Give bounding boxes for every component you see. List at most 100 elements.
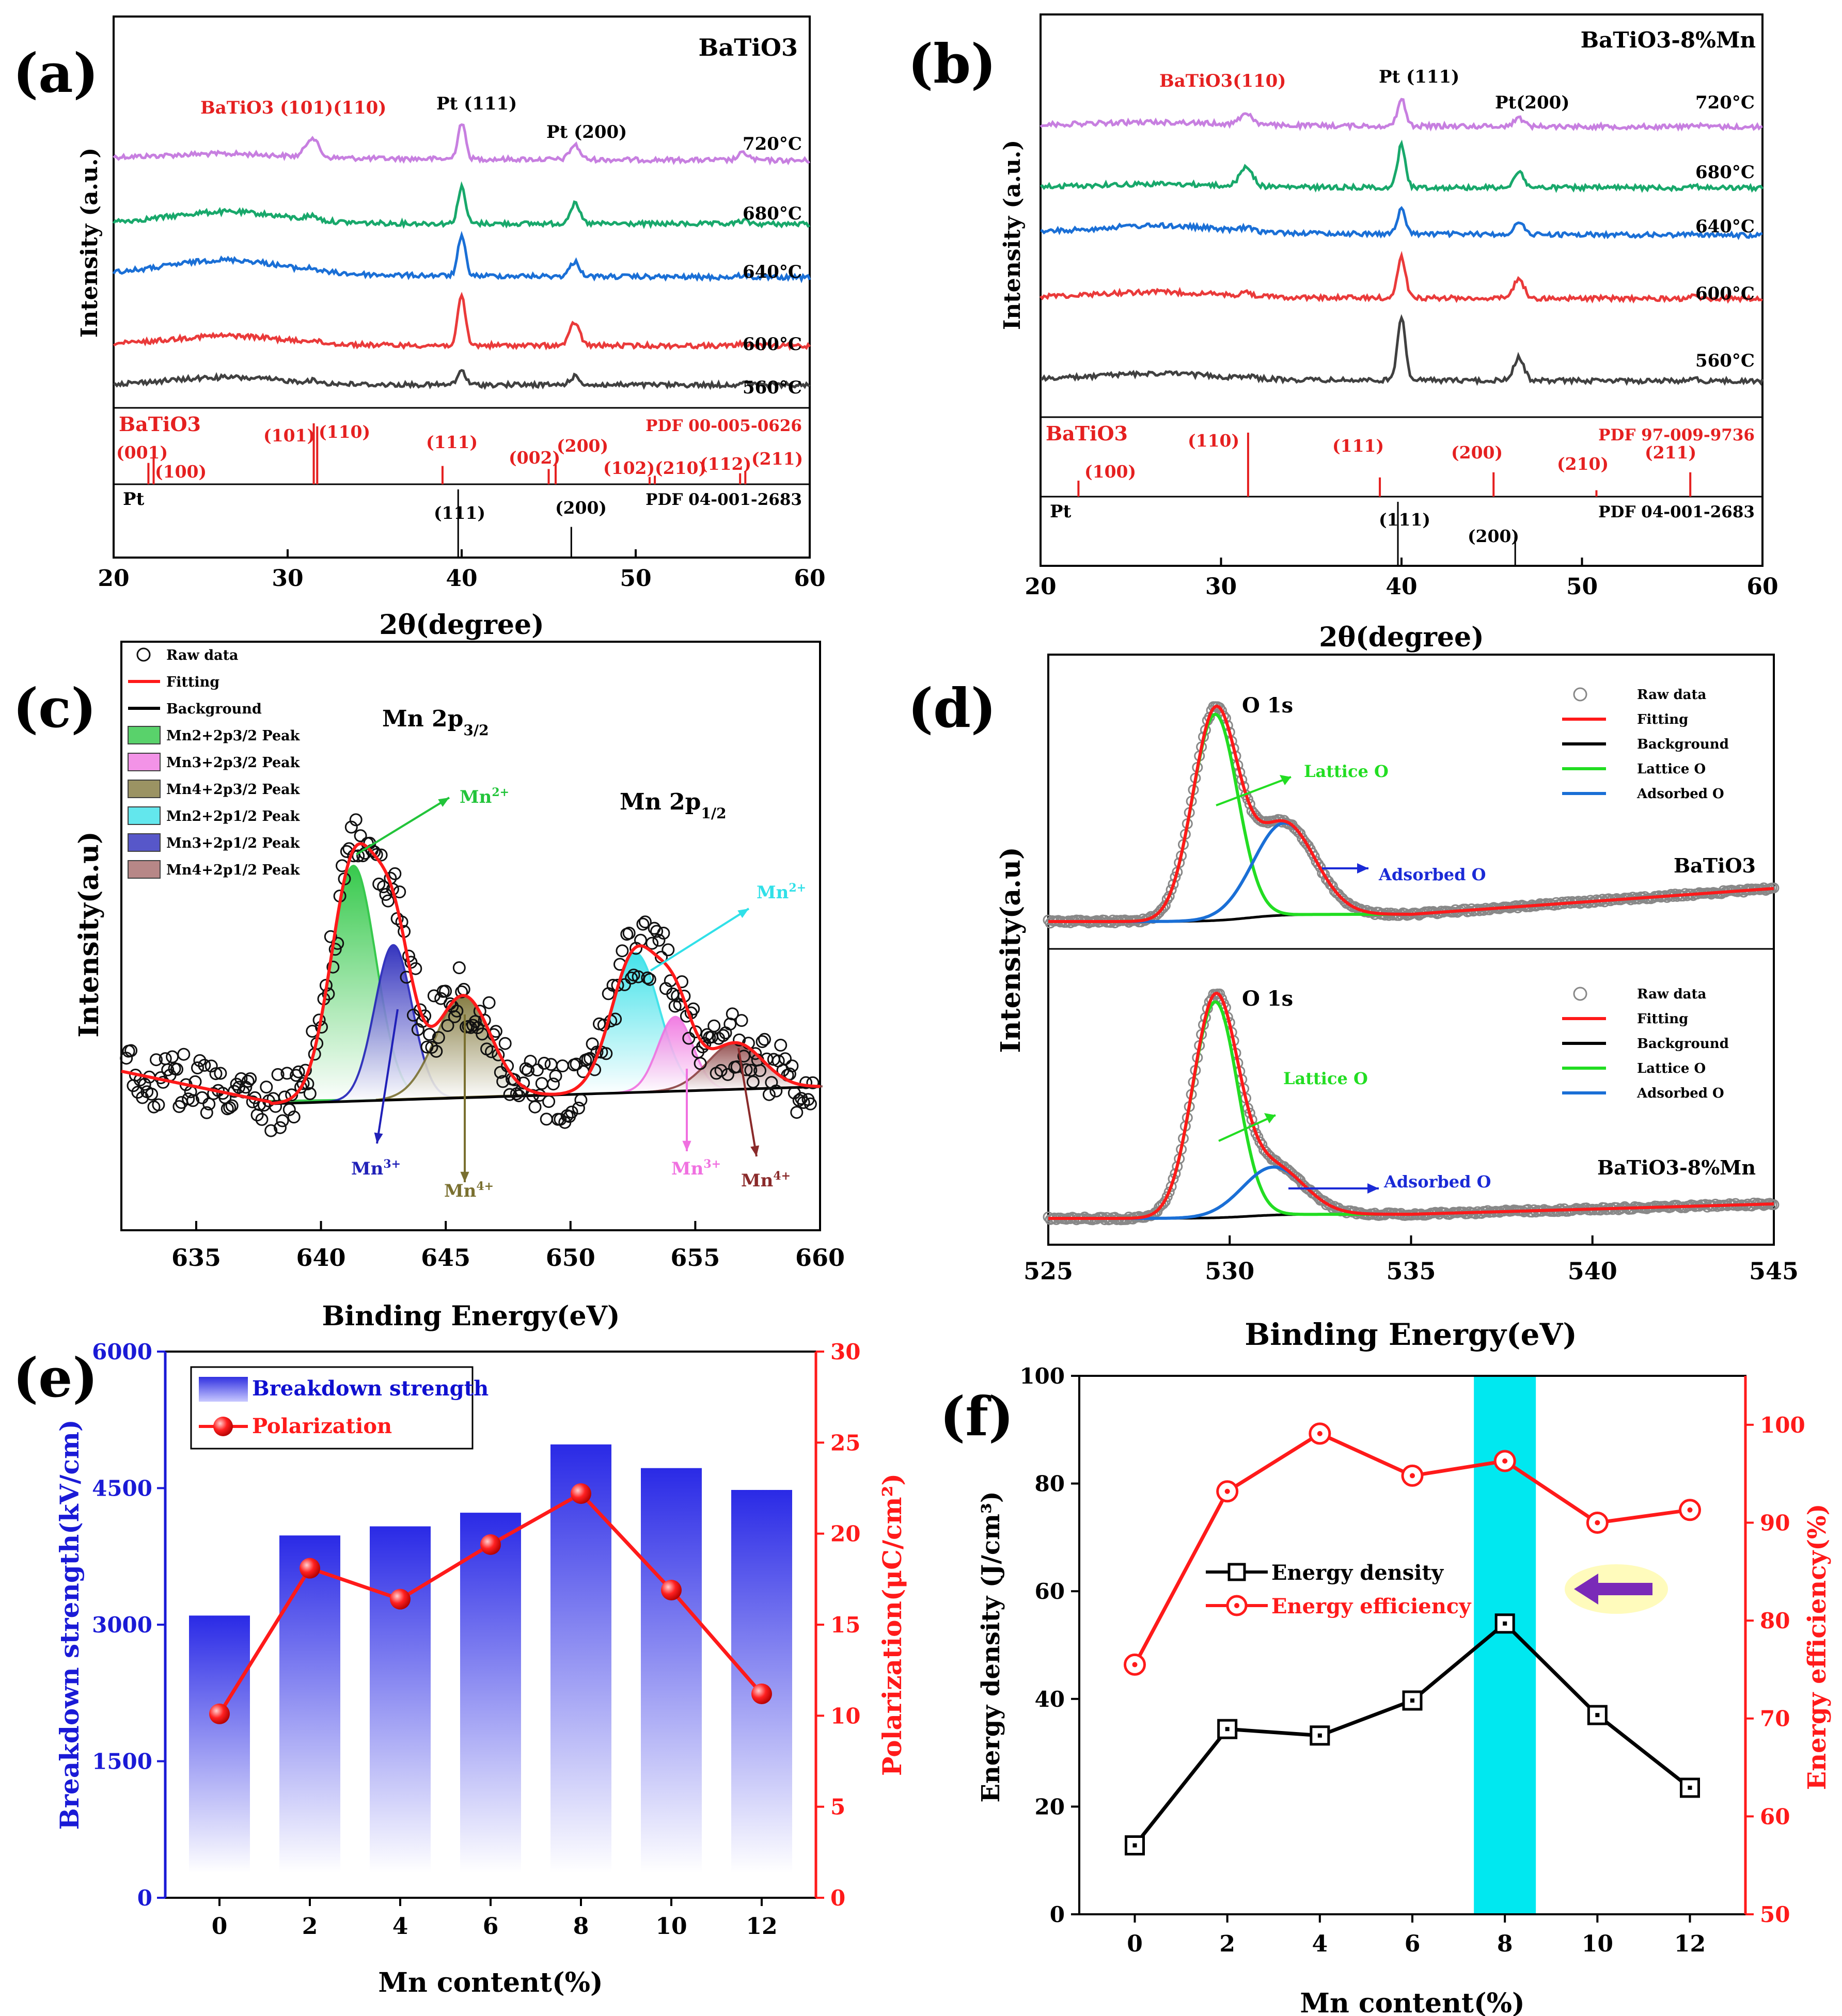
x-tick-label: 8 [1497, 1931, 1513, 1957]
raw-data-point [746, 1075, 760, 1089]
annotation-arrowhead [460, 1171, 469, 1182]
legend-raw-marker [1573, 987, 1587, 1001]
ref-batio3-hkl: (111) [1332, 436, 1384, 456]
xrd-curve-640°C [112, 231, 811, 283]
raw-data-point [328, 943, 342, 956]
x-tick-label: 40 [1386, 574, 1417, 600]
x-tick-label: 4 [392, 1913, 408, 1940]
raw-data-point [138, 1077, 151, 1091]
panel-b-labels: 720°C 680°C 640°C 600°C 560°C BaTiO3(110) Pt (… [1159, 67, 1755, 371]
panel-b-curves [1040, 98, 1764, 386]
annotation-arrow [355, 797, 450, 855]
x-tick-label: 545 [1749, 1257, 1799, 1285]
y-tick-label: 4500 [92, 1476, 152, 1501]
y2-tick-label: 90 [1760, 1510, 1790, 1535]
y2-tick-label: 5 [830, 1795, 845, 1820]
x-tick-label: 660 [795, 1244, 845, 1272]
raw-data-point [269, 1100, 282, 1113]
x-tick-label: 645 [421, 1244, 470, 1272]
ref-batio3-hkl: (200) [1451, 442, 1503, 463]
density-point-dot [1317, 1733, 1322, 1738]
ref-pt-hkl: (111) [1379, 510, 1430, 530]
fitting-line [1048, 704, 1774, 923]
y-tick-label: 3000 [92, 1612, 152, 1638]
raw-data-point [198, 1059, 211, 1072]
ref-pt-label: Pt [1050, 501, 1072, 522]
y-tick-label: 20 [1035, 1794, 1065, 1819]
raw-data-point [638, 915, 652, 929]
xrd-temp-label: 640°C [743, 262, 802, 282]
panel-a-labels: 720°C 680°C 640°C 600°C 560°C BaTiO3 (101)(11… [200, 93, 802, 398]
raw-data-point [228, 1085, 241, 1098]
raw-data-point [303, 1087, 317, 1100]
density-point-dot [1410, 1698, 1414, 1703]
panel-f-ylabel: Energy density (J/cm³) [977, 1491, 1005, 1802]
y-tick-label: 0 [137, 1885, 152, 1911]
panel-d-x-ticks: 525 530 535 540 545 [1024, 1235, 1799, 1285]
panel-f: (f) 0 2 4 6 8 10 12 0 20 40 60 80 100 50 60 70 80 90 100 E… [940, 1363, 1832, 2016]
raw-data-point [538, 1057, 551, 1070]
lattice-o-annotation: Lattice O [1304, 761, 1389, 781]
ref-batio3-hkl: (211) [751, 449, 803, 469]
annotation-arrowhead [682, 1140, 691, 1151]
raw-data-point [565, 1105, 578, 1119]
lattice-arrow [1216, 776, 1292, 806]
ref-pt-hkl: (200) [555, 498, 607, 518]
raw-data-point [482, 996, 496, 1009]
y-tick-label: 100 [1019, 1363, 1065, 1389]
raw-data-point [193, 1054, 207, 1067]
legend-swatch [128, 753, 161, 771]
raw-data-point [774, 1039, 788, 1052]
x-tick-label: 2 [1219, 1931, 1235, 1957]
raw-data-point [186, 1094, 200, 1107]
legend-label: Lattice O [1637, 1061, 1706, 1076]
raw-data-point [542, 1095, 556, 1108]
raw-data-point [425, 1041, 438, 1054]
raw-data-point [255, 1113, 269, 1126]
raw-data-point [244, 1072, 257, 1085]
raw-data-point [1216, 993, 1227, 1004]
panel-e-legend-ball [213, 1417, 233, 1436]
y2-tick-label: 60 [1760, 1804, 1790, 1829]
raw-data-point [209, 1067, 223, 1081]
raw-data-point [717, 1029, 730, 1042]
ref-batio3-hkl: (110) [319, 422, 370, 442]
panel-d-plot: O 1s BaTiO3 Lattice O Adsorbed O Raw data Fit… [1043, 687, 1780, 1226]
ref-pt-pdf: PDF 04-001-2683 [1598, 503, 1755, 521]
legend-raw-marker [1573, 687, 1587, 702]
panel-e-legend: Breakdown strength Polarization [190, 1366, 489, 1450]
y2-tick-label: 15 [830, 1612, 860, 1638]
raw-data-point [432, 1031, 445, 1044]
raw-data-point [1158, 902, 1169, 913]
legend-label: Mn2+2p3/2 Peak [166, 728, 301, 744]
x-tick-label: 20 [98, 565, 129, 592]
panel-f-legend-circle-dot [1234, 1603, 1239, 1608]
x-tick-label: 50 [1566, 574, 1598, 600]
legend-label: Mn3+2p1/2 Peak [166, 835, 301, 851]
legend-swatch [128, 806, 161, 825]
raw-data-point [170, 1062, 183, 1076]
panel-e: (e) 0 2 4 6 8 10 12 0 1500 3000 4500 6000 0 5 10 15 20 25… [13, 1339, 907, 1998]
efficiency-point-dot [1502, 1458, 1508, 1464]
raw-data-point [650, 925, 664, 938]
raw-data-point [271, 1068, 285, 1081]
polarization-point [661, 1579, 682, 1600]
raw-data-point [232, 1081, 245, 1094]
efficiency-point-dot [1410, 1473, 1415, 1479]
raw-data-point [457, 982, 470, 996]
xrd-temp-label: 640°C [1695, 216, 1755, 237]
y2-tick-label: 10 [830, 1703, 860, 1728]
panel-a-curves [112, 123, 811, 390]
y-tick-label: 1500 [92, 1749, 152, 1774]
panel-d-label: (d) [908, 676, 996, 740]
density-point [1402, 1690, 1423, 1711]
raw-data-point [223, 1101, 237, 1114]
panel-b-ylabel: Intensity (a.u.) [999, 140, 1026, 330]
raw-data-point [755, 1035, 769, 1049]
legend-label: Background [166, 701, 262, 717]
raw-data-point [150, 1053, 163, 1067]
legend-label: Mn3+2p3/2 Peak [166, 755, 301, 771]
raw-data-point [522, 1063, 535, 1077]
raw-data-point [753, 1064, 767, 1077]
ref-batio3-label: BaTiO3 [1046, 422, 1128, 445]
